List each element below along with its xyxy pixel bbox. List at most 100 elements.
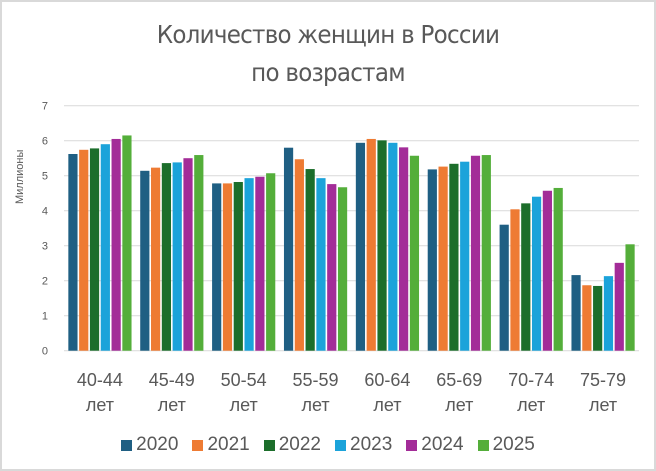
x-tick-unit: лет xyxy=(157,395,186,415)
bar-2020 xyxy=(355,142,366,351)
legend-label: 2023 xyxy=(350,434,393,455)
bar-2025 xyxy=(553,187,563,351)
legend-swatch-icon xyxy=(192,439,204,451)
bar-2023 xyxy=(244,178,254,351)
bar-2025 xyxy=(409,155,420,351)
bar-2024 xyxy=(183,158,193,351)
chart-title-line-1: Количество женщин в России xyxy=(156,20,500,49)
x-tick-range: 55-59 xyxy=(292,370,339,390)
y-tick-label: 6 xyxy=(42,136,48,148)
bars xyxy=(68,135,635,351)
bar-2023 xyxy=(388,142,398,351)
x-tick-range: 65-69 xyxy=(436,370,483,390)
bar-2021 xyxy=(294,159,304,351)
x-tick-label: 55-59 лет xyxy=(280,368,352,418)
bar-2025 xyxy=(266,173,276,351)
bar-2020 xyxy=(212,183,222,351)
legend-item-2022: 2022 xyxy=(263,434,321,456)
x-tick-range: 50-54 xyxy=(220,370,267,390)
legend-item-2020: 2020 xyxy=(121,434,178,456)
bar-2022 xyxy=(233,182,243,351)
y-tick-label: 3 xyxy=(42,241,48,253)
x-tick-range: 60-64 xyxy=(364,370,411,390)
gridlines xyxy=(64,105,639,352)
bar-group xyxy=(140,155,204,351)
bar-2023 xyxy=(460,161,470,351)
bar-2021 xyxy=(366,138,376,351)
bar-2020 xyxy=(68,154,78,351)
x-tick-unit: лет xyxy=(229,395,258,415)
bar-2022 xyxy=(305,169,315,351)
x-tick-label: 40-44 лет xyxy=(64,368,136,418)
x-tick-label: 70-74 лет xyxy=(495,368,567,418)
x-tick-unit: лет xyxy=(445,395,474,415)
bar-2025 xyxy=(625,244,635,351)
bar-2020 xyxy=(571,275,581,351)
legend: 2020 2021 2022 2023 2024 2025 xyxy=(2,434,654,456)
bar-2024 xyxy=(542,190,552,351)
bar-group xyxy=(571,244,635,351)
bar-2023 xyxy=(531,196,542,351)
bar-2020 xyxy=(427,169,437,351)
bar-2024 xyxy=(327,184,337,351)
legend-swatch-icon xyxy=(121,439,133,451)
bar-2025 xyxy=(337,187,348,351)
bar-group xyxy=(427,155,491,351)
x-tick-label: 65-69 лет xyxy=(423,368,495,418)
legend-item-2021: 2021 xyxy=(192,434,250,456)
legend-item-2024: 2024 xyxy=(406,434,464,456)
bar-2025 xyxy=(122,135,132,351)
bar-2021 xyxy=(510,209,520,351)
bar-2022 xyxy=(593,285,603,351)
legend-swatch-icon xyxy=(406,439,418,451)
bar-2021 xyxy=(582,285,592,351)
x-tick-range: 45-49 xyxy=(148,370,195,390)
legend-swatch-icon xyxy=(335,439,346,451)
bar-2024 xyxy=(470,155,481,351)
x-tick-unit: лет xyxy=(373,395,402,415)
legend-label: 2022 xyxy=(278,434,321,455)
bar-group xyxy=(212,173,276,351)
x-tick-unit: лет xyxy=(301,395,330,415)
bar-2022 xyxy=(449,163,459,351)
x-tick-label: 50-54 лет xyxy=(208,368,280,418)
legend-label: 2025 xyxy=(492,434,535,455)
bar-group xyxy=(283,147,348,351)
x-tick-range: 75-79 xyxy=(580,370,627,390)
chart-title-line-2: по возрастам xyxy=(251,58,405,87)
legend-label: 2021 xyxy=(207,434,250,455)
legend-label: 2024 xyxy=(421,434,464,455)
bar-2021 xyxy=(151,167,161,351)
legend-swatch-icon xyxy=(263,439,275,451)
bar-2021 xyxy=(79,149,89,351)
x-tick-unit: лет xyxy=(85,395,115,415)
x-tick-range: 40-44 xyxy=(76,370,123,390)
bar-2023 xyxy=(316,178,326,351)
x-tick-unit: лет xyxy=(517,395,546,415)
bar-2023 xyxy=(172,162,182,351)
x-tick-unit: лет xyxy=(588,395,618,415)
bar-2025 xyxy=(481,155,491,351)
legend-item-2023: 2023 xyxy=(335,434,392,456)
x-tick-label: 45-49 лет xyxy=(136,368,208,418)
bar-2024 xyxy=(255,176,265,351)
y-tick-label: 4 xyxy=(42,206,48,218)
y-tick-label: 7 xyxy=(42,101,48,113)
bar-group xyxy=(499,187,563,351)
bar-2024 xyxy=(614,262,624,351)
bar-2022 xyxy=(521,203,531,351)
bar-2021 xyxy=(222,183,233,351)
y-tick-label: 5 xyxy=(42,171,48,183)
y-tick-label: 0 xyxy=(42,346,48,358)
chart-title: Количество женщин в России по возрастам xyxy=(28,16,628,92)
y-tick-label: 2 xyxy=(42,276,48,288)
y-axis-ticks: 0 1 2 3 4 5 6 7 xyxy=(42,101,48,358)
legend-label: 2020 xyxy=(136,434,179,455)
bar-2022 xyxy=(161,163,172,351)
bar-2023 xyxy=(100,144,110,351)
bar-2022 xyxy=(377,140,387,351)
bar-group xyxy=(68,135,132,351)
bar-group xyxy=(355,138,420,351)
